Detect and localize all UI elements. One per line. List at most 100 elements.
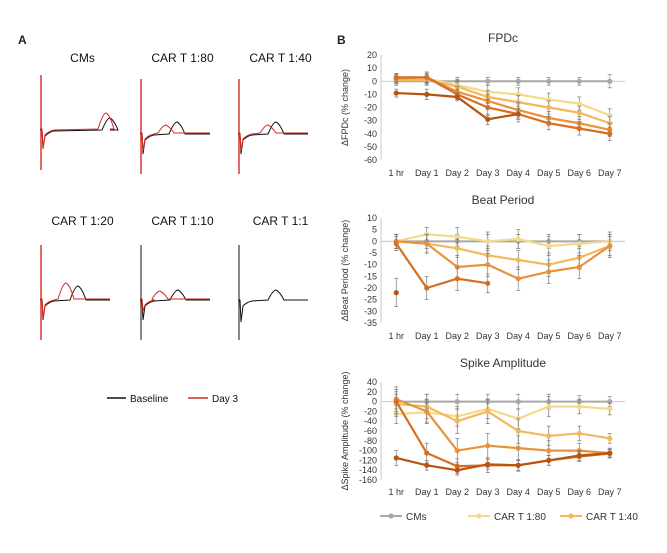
x-tick-label: 1 hr xyxy=(388,331,404,341)
x-tick-label: Day 3 xyxy=(476,331,500,341)
data-point xyxy=(546,269,552,275)
x-tick-label: Day 5 xyxy=(537,168,561,178)
y-tick-label: 0 xyxy=(372,397,377,407)
trace-plot xyxy=(238,79,308,174)
trace-plot xyxy=(40,245,110,340)
data-point xyxy=(576,125,582,132)
series-line xyxy=(395,451,610,472)
data-point xyxy=(393,290,399,296)
x-tick-label: Day 1 xyxy=(415,168,439,178)
series-car-t-1-20 xyxy=(393,386,613,464)
series-line xyxy=(396,405,610,420)
series-line xyxy=(395,243,488,290)
baseline-trace xyxy=(238,121,308,155)
x-tick-label: Day 2 xyxy=(445,168,469,178)
x-tick-label: Day 7 xyxy=(598,168,622,178)
data-point xyxy=(546,120,552,126)
y-tick-label: 40 xyxy=(367,377,377,387)
data-point xyxy=(393,455,399,461)
trace-title: CMs xyxy=(70,51,95,65)
data-point xyxy=(424,241,430,247)
data-point xyxy=(546,104,552,111)
y-tick-label: -60 xyxy=(364,155,377,165)
legend-day3-label: Day 3 xyxy=(212,394,239,405)
data-point xyxy=(485,238,491,244)
data-point xyxy=(546,78,552,84)
series-line xyxy=(396,233,610,248)
x-tick-label: Day 7 xyxy=(598,331,622,341)
legend-label: CAR T 1:40 xyxy=(586,512,638,523)
y-tick-label: -50 xyxy=(364,142,377,152)
data-point xyxy=(576,110,582,116)
y-tick-label: 20 xyxy=(367,387,377,397)
data-point xyxy=(424,285,430,291)
y-axis-label: ΔBeat Period (% change) xyxy=(340,220,350,322)
data-point xyxy=(393,90,399,96)
data-point xyxy=(515,445,521,451)
x-tick-label: 1 hr xyxy=(388,487,404,497)
data-point xyxy=(454,448,460,454)
baseline-trace xyxy=(238,289,308,323)
series-line xyxy=(396,240,611,266)
data-point xyxy=(576,264,582,270)
y-tick-label: -40 xyxy=(364,416,377,426)
data-point xyxy=(424,450,430,456)
day3-trace xyxy=(140,290,210,312)
day3-trace xyxy=(40,112,115,150)
data-point xyxy=(546,403,552,410)
series-car-t-1-1 xyxy=(393,88,521,125)
x-tick-label: Day 6 xyxy=(567,487,591,497)
x-tick-label: Day 7 xyxy=(598,487,622,497)
data-point xyxy=(546,457,552,463)
y-tick-label: 10 xyxy=(367,213,377,223)
trace-title: CAR T 1:80 xyxy=(151,51,214,65)
data-point xyxy=(454,276,460,282)
y-tick-label: 0 xyxy=(372,236,377,246)
data-point xyxy=(607,435,613,441)
y-tick-label: -10 xyxy=(364,260,377,270)
series-car-t-1-10 xyxy=(393,236,491,301)
data-point xyxy=(546,243,552,249)
trace-plot xyxy=(140,245,210,340)
x-tick-label: Day 1 xyxy=(415,331,439,341)
data-point xyxy=(515,257,521,263)
data-point xyxy=(607,406,613,412)
trace-title: CAR T 1:1 xyxy=(253,214,309,228)
chart-title: Beat Period xyxy=(472,193,535,207)
legend-baseline-label: Baseline xyxy=(130,394,169,405)
data-point xyxy=(485,78,491,84)
y-tick-label: -30 xyxy=(364,116,377,126)
data-point xyxy=(485,104,491,111)
data-point xyxy=(576,452,582,459)
legend-label: CAR T 1:80 xyxy=(494,512,546,523)
baseline-trace xyxy=(40,285,110,321)
day3-trace xyxy=(238,124,308,152)
legend-swatch-marker xyxy=(568,513,574,519)
x-tick-label: Day 5 xyxy=(537,331,561,341)
x-tick-label: Day 3 xyxy=(476,168,500,178)
data-point xyxy=(515,236,521,242)
data-point xyxy=(546,448,552,454)
y-tick-label: -15 xyxy=(364,271,377,281)
x-tick-label: Day 2 xyxy=(445,331,469,341)
data-point xyxy=(607,450,613,456)
chart-1: Beat Period 10 50 -5 -10-15 -20 -25-30 -35 ΔBeat… xyxy=(340,193,625,341)
data-point xyxy=(454,94,460,100)
x-tick-label: Day 4 xyxy=(506,331,530,341)
data-point xyxy=(393,241,399,247)
x-tick-label: Day 3 xyxy=(476,487,500,497)
series-line xyxy=(395,398,610,455)
series-line xyxy=(396,76,610,135)
y-tick-label: -160 xyxy=(359,475,377,485)
data-point xyxy=(607,78,613,84)
data-point xyxy=(454,399,460,405)
y-tick-label: -5 xyxy=(369,248,377,258)
trace-title: CAR T 1:40 xyxy=(249,51,312,65)
data-point xyxy=(393,74,399,80)
series-car-t-1-1 xyxy=(393,278,399,308)
panel-b-label: B xyxy=(337,33,346,47)
trace-title: CAR T 1:20 xyxy=(51,214,114,228)
y-tick-label: 0 xyxy=(372,76,377,86)
trace-title: CAR T 1:10 xyxy=(151,214,214,228)
x-tick-label: Day 6 xyxy=(567,331,591,341)
